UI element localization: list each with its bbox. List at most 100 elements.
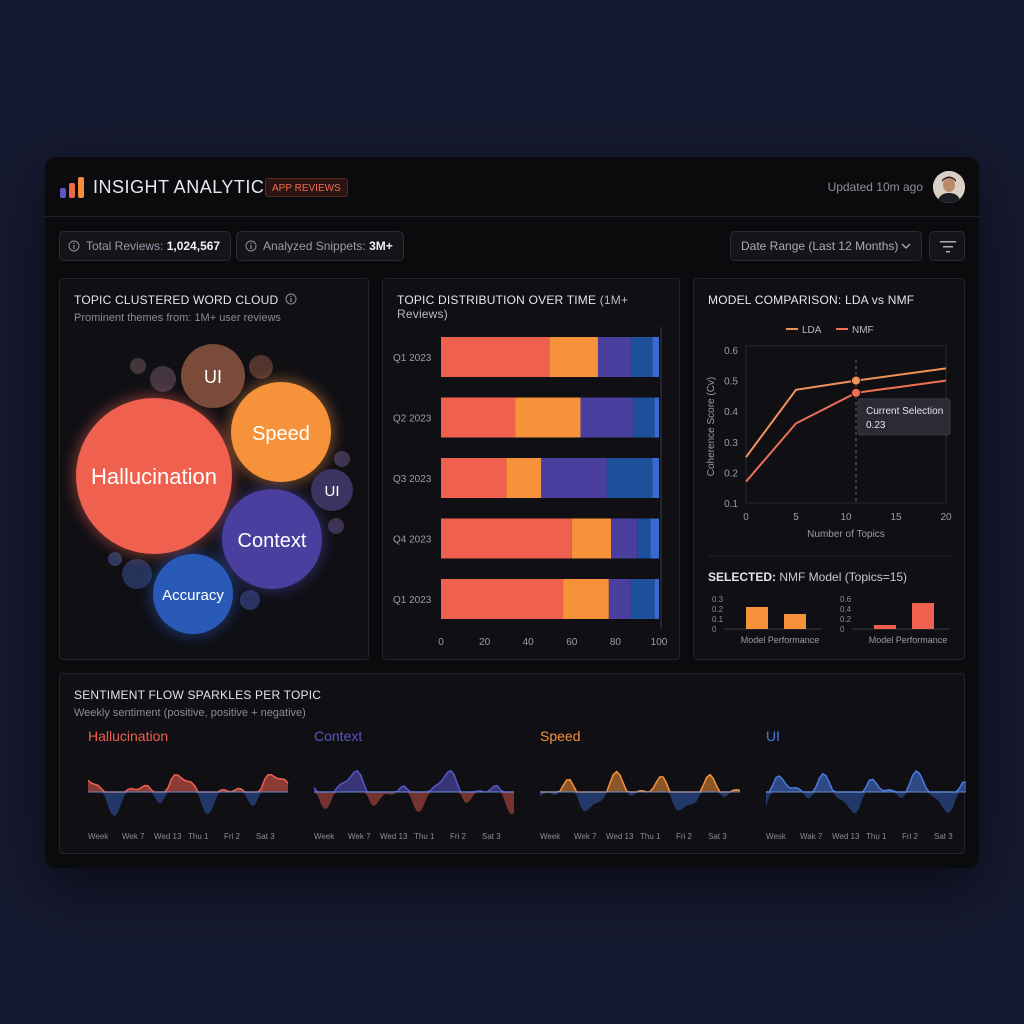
series-line-lda[interactable] — [745, 367, 947, 458]
stacked-bar-segment[interactable] — [441, 458, 507, 498]
date-range-select[interactable]: Date Range (Last 12 Months) — [730, 231, 922, 261]
stacked-bar-segment[interactable] — [650, 518, 659, 559]
stacked-bar-segment[interactable] — [652, 337, 659, 377]
positive-area — [88, 774, 288, 792]
bubble-label: Hallucination — [91, 464, 217, 489]
stacked-bar-segment[interactable] — [550, 337, 598, 377]
bubble-dot — [249, 355, 273, 379]
mini-bar[interactable] — [874, 625, 896, 629]
category-label: Q2 2023 — [393, 414, 432, 425]
x-tick-label: 5 — [793, 512, 799, 523]
bubble-label: UI — [325, 483, 340, 500]
stacked-bar-segment[interactable] — [597, 337, 631, 377]
bubble-label: Accuracy — [162, 587, 224, 604]
stacked-bar-segment[interactable] — [630, 337, 653, 377]
stacked-bar-segment[interactable] — [654, 397, 659, 438]
app-reviews-badge: APP REVIEWS — [265, 178, 348, 197]
mini-y-tick: 0.1 — [712, 615, 724, 624]
selection-tooltip — [857, 398, 951, 436]
positive-area — [766, 771, 966, 792]
y-tick-label: 0.1 — [724, 499, 738, 510]
stacked-bar-segment[interactable] — [571, 518, 612, 559]
stacked-bar-segment[interactable] — [654, 579, 659, 619]
mini-bar[interactable] — [784, 614, 806, 629]
stacked-bar-segment[interactable] — [541, 458, 607, 498]
negative-area — [766, 792, 966, 814]
stacked-bar-segment[interactable] — [630, 579, 655, 619]
y-tick-label: 0.6 — [724, 346, 738, 357]
sentiment-axis-label: Wek 7 — [122, 832, 145, 841]
stacked-bar-segment[interactable] — [506, 458, 542, 498]
sentiment-topic-label: Hallucination — [88, 728, 168, 744]
bubble-label: Context — [238, 530, 307, 552]
stacked-bar-segment[interactable] — [563, 579, 609, 619]
mini-y-tick: 0.6 — [840, 595, 852, 604]
y-tick-label: 0.2 — [724, 468, 738, 479]
bubble-accuracy[interactable] — [153, 554, 233, 634]
mini-y-tick: 0.3 — [712, 595, 724, 604]
selection-point[interactable] — [851, 387, 861, 398]
bubble-dot — [122, 559, 152, 589]
bubble-context[interactable] — [222, 489, 322, 589]
negative-area — [540, 792, 740, 811]
mini-bar[interactable] — [746, 607, 768, 629]
category-label: Q1 2023 — [393, 353, 432, 364]
selection-point[interactable] — [851, 375, 861, 386]
user-avatar[interactable] — [933, 171, 965, 203]
total-reviews-value: 1,024,567 — [166, 239, 221, 253]
bubble-dot — [240, 590, 260, 610]
filter-button[interactable] — [929, 231, 965, 261]
sentiment-axis-label: Thu 1 — [414, 832, 435, 841]
stacked-bar-segment[interactable] — [632, 397, 655, 438]
sentiment-axis-label: Fri 2 — [902, 832, 919, 841]
sentiment-axis-label: Sat 3 — [482, 832, 501, 841]
sentiment-topic-label: Speed — [540, 728, 580, 744]
stacked-bar-segment[interactable] — [580, 397, 633, 438]
mini-y-tick: 0.4 — [840, 605, 852, 614]
x-tick-label: 10 — [840, 512, 852, 523]
sentiment-sparklines: Hallucination Week Wek 7 Wed 13 Thu 1 Fri 2 Sa… — [87, 728, 966, 841]
sentiment-axis-label: Thu 1 — [866, 832, 887, 841]
x-tick-label: 80 — [610, 637, 622, 648]
category-label: Q1 2023 — [393, 595, 432, 606]
bubble-speed[interactable] — [231, 382, 331, 482]
date-range-value: Date Range (Last 12 Months) — [741, 239, 899, 253]
positive-area — [314, 770, 514, 792]
sentiment-axis-label: Wed 13 — [154, 832, 182, 841]
stacked-bar-segment[interactable] — [441, 579, 564, 619]
category-label: Q4 2023 — [393, 535, 432, 546]
mini-bar[interactable] — [912, 603, 934, 629]
mini-y-tick: 0.2 — [840, 615, 852, 624]
stacked-bar-segment[interactable] — [441, 397, 516, 438]
bubble-label: UI — [204, 367, 222, 387]
bubble-hallucination[interactable] — [76, 398, 232, 554]
dashboard-window: INSIGHT ANALYTICS APP REVIEWS Updated 10… — [45, 157, 979, 868]
sentiment-subtitle: Weekly sentiment (positive, positive + n… — [74, 707, 306, 719]
sentiment-topic-label: Context — [314, 728, 362, 744]
series-line-nmf[interactable] — [745, 379, 947, 483]
word-cloud-panel: TOPIC CLUSTERED WORD CLOUD Prominent the… — [59, 278, 369, 660]
mini-y-tick: 0 — [840, 625, 845, 634]
negative-area — [314, 792, 514, 815]
filter-icon — [940, 241, 956, 253]
stacked-bar-segment[interactable] — [637, 518, 651, 559]
stacked-bar-segment[interactable] — [611, 518, 638, 559]
y-tick-label: 0.4 — [724, 407, 738, 418]
bubble-ui-small[interactable] — [311, 469, 353, 511]
sentiment-line[interactable] — [540, 770, 741, 793]
stacked-bar-segment[interactable] — [441, 337, 550, 377]
distribution-chart: Q1 2023 Q2 2023 Q3 2023 Q4 2023 Q1 2023 0 20 40… — [393, 327, 668, 648]
distribution-title: TOPIC DISTRIBUTION OVER TIME (1M+ Review… — [397, 293, 629, 321]
tooltip-title: Current Selection — [866, 406, 943, 417]
bubble-ui[interactable] — [181, 344, 245, 408]
sentiment-axis-label: Fri 2 — [224, 832, 241, 841]
stacked-bar-segment[interactable] — [608, 579, 631, 619]
info-icon — [68, 240, 80, 252]
stacked-bar-segment[interactable] — [515, 397, 581, 438]
stacked-bar-segment[interactable] — [441, 518, 572, 559]
stacked-bar-segment[interactable] — [652, 458, 659, 498]
analyzed-snippets-pill: Analyzed Snippets: 3M+ — [236, 231, 404, 261]
bubble-dot — [328, 518, 344, 534]
sentiment-axis-label: Wed 13 — [606, 832, 634, 841]
stacked-bar-segment[interactable] — [606, 458, 653, 498]
